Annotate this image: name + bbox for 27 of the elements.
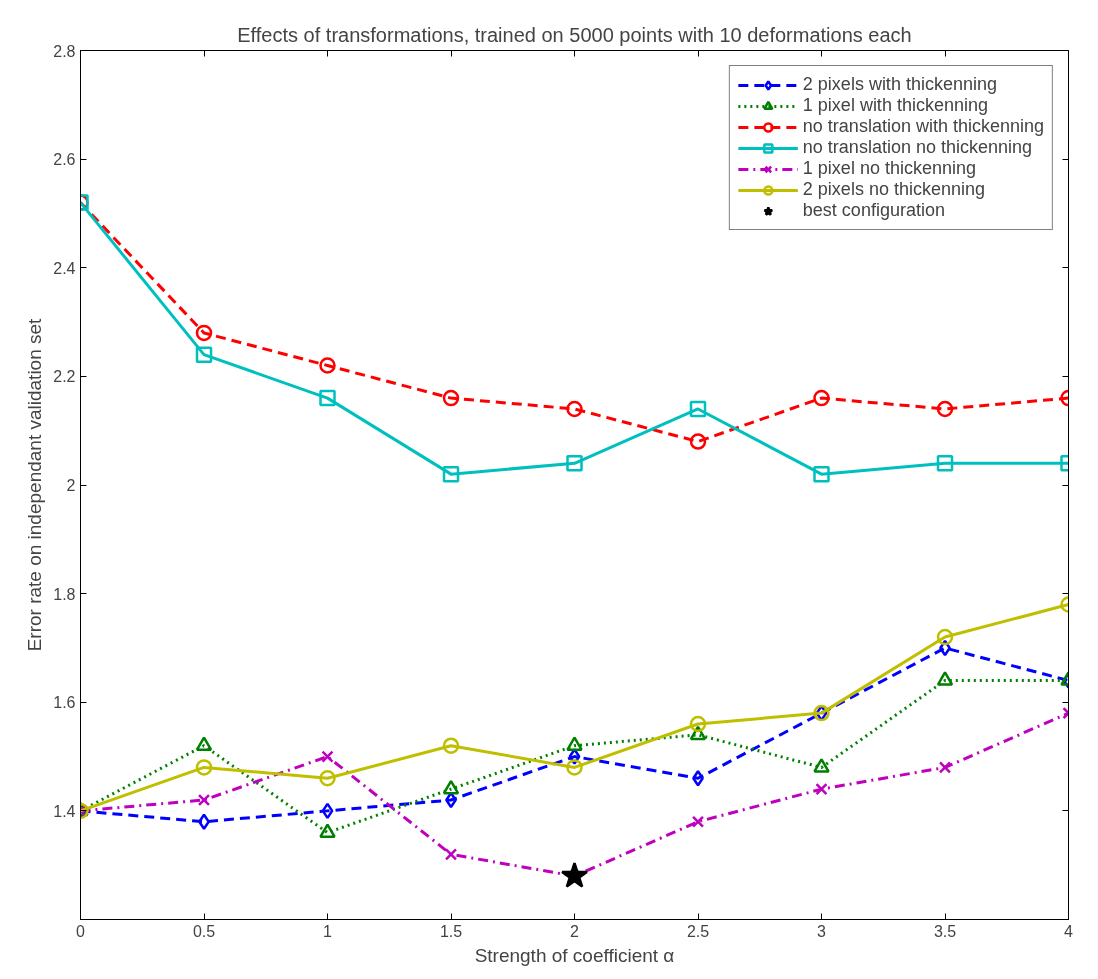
y-tick-label: 2.4 (53, 259, 76, 277)
y-tick-label: 1.8 (53, 585, 76, 603)
x-tick-label: 3 (817, 922, 827, 940)
y-axis-title: Error rate on independant validation set (24, 317, 46, 652)
x-tick-label: 2 (570, 922, 580, 940)
x-tick-label: 4 (1064, 922, 1074, 940)
x-axis-title: Strength of coefficient α (474, 944, 675, 966)
y-tick-label: 1.4 (53, 802, 76, 820)
y-tick-label: 2.6 (53, 151, 76, 169)
y-tick-label: 2.2 (53, 368, 76, 386)
x-tick-label: 1.5 (439, 922, 463, 940)
legend-label: 1 pixel no thickenning (802, 158, 976, 179)
x-tick-label: 0 (76, 922, 86, 940)
x-tick-label: 3.5 (933, 922, 957, 940)
x-tick-label: 0.5 (192, 922, 216, 940)
y-tick-label: 2 (66, 477, 76, 494)
legend-label: no translation no thickenning (802, 137, 1033, 158)
y-tick-label: 2.8 (53, 42, 76, 60)
legend-label: 2 pixels with thickenning (802, 74, 997, 95)
legend-label: best configuration (802, 200, 945, 221)
x-tick-label: 1 (323, 922, 333, 940)
legend-label: no translation with thickenning (802, 116, 1044, 137)
legend-label: 2 pixels no thickenning (802, 179, 985, 200)
chart-title: Effects of transformations, trained on 5000 points with 10 deformations each (237, 23, 912, 46)
y-tick-label: 1.6 (53, 694, 76, 712)
legend-label: 1 pixel with thickenning (802, 95, 988, 116)
x-tick-label: 2.5 (686, 922, 710, 940)
